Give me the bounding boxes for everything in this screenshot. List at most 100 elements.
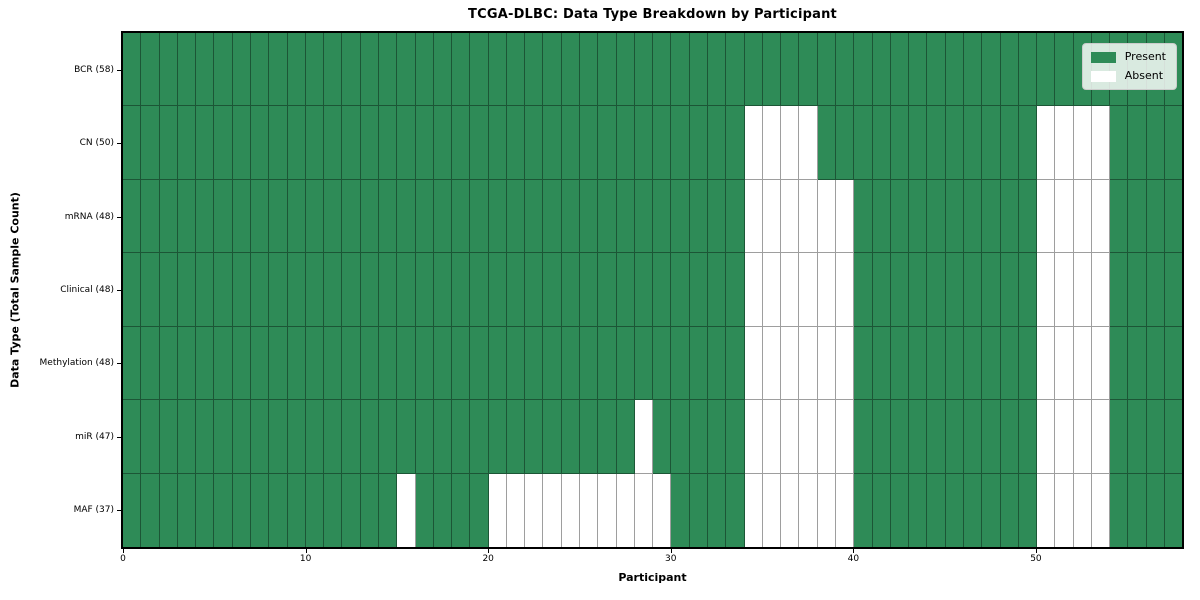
heatmap-cell-miR-49 bbox=[1018, 400, 1038, 474]
heatmap-cell-MAF-24 bbox=[561, 473, 581, 547]
heatmap-cell-miR-34 bbox=[744, 400, 763, 474]
heatmap-cell-MAF-40 bbox=[854, 473, 873, 547]
heatmap-cell-CN-30 bbox=[671, 106, 690, 180]
heatmap-cell-MAF-47 bbox=[982, 473, 1001, 547]
heatmap-cell-mRNA-35 bbox=[762, 179, 782, 254]
heatmap-cell-CN-44 bbox=[927, 106, 946, 180]
heatmap-cell-Clinical-13 bbox=[360, 253, 379, 327]
heatmap-row-BCR bbox=[123, 33, 1183, 107]
heatmap-cell-BCR-1 bbox=[141, 33, 160, 107]
heatmap-cell-mRNA-56 bbox=[1146, 179, 1166, 254]
heatmap-cell-MAF-21 bbox=[506, 473, 526, 547]
heatmap-cell-Clinical-56 bbox=[1146, 253, 1166, 327]
x-tick-label-0: 0 bbox=[120, 554, 126, 564]
heatmap-cell-Methylation-37 bbox=[799, 326, 818, 401]
heatmap-cell-CN-21 bbox=[506, 106, 526, 180]
heatmap-cell-mRNA-8 bbox=[269, 179, 288, 254]
heatmap-cell-Methylation-30 bbox=[671, 326, 690, 401]
x-tick-label-20: 20 bbox=[482, 554, 494, 564]
heatmap-cell-Clinical-36 bbox=[781, 253, 800, 327]
heatmap-cell-Clinical-15 bbox=[397, 253, 416, 327]
heatmap-cell-mRNA-19 bbox=[470, 179, 489, 254]
heatmap-cell-CN-10 bbox=[305, 106, 325, 180]
heatmap-cell-BCR-30 bbox=[671, 33, 690, 107]
heatmap-cell-mRNA-10 bbox=[305, 179, 325, 254]
heatmap-cell-BCR-0 bbox=[123, 33, 142, 107]
heatmap-cell-BCR-29 bbox=[653, 33, 672, 107]
heatmap-cell-Methylation-9 bbox=[287, 326, 306, 401]
heatmap-cell-CN-31 bbox=[689, 106, 708, 180]
heatmap-cell-Methylation-14 bbox=[378, 326, 398, 401]
heatmap-cell-Methylation-35 bbox=[762, 326, 782, 401]
heatmap-cell-MAF-5 bbox=[214, 473, 233, 547]
heatmap-cell-mRNA-32 bbox=[708, 179, 727, 254]
heatmap-cell-Methylation-18 bbox=[452, 326, 471, 401]
heatmap-cell-MAF-10 bbox=[305, 473, 325, 547]
heatmap-cell-BCR-43 bbox=[909, 33, 928, 107]
heatmap-cell-miR-41 bbox=[872, 400, 891, 474]
heatmap-cell-mRNA-13 bbox=[360, 179, 379, 254]
heatmap-cell-BCR-19 bbox=[470, 33, 489, 107]
heatmap-cell-Clinical-42 bbox=[890, 253, 910, 327]
heatmap-cell-CN-15 bbox=[397, 106, 416, 180]
heatmap-cell-BCR-51 bbox=[1055, 33, 1074, 107]
heatmap-cell-mRNA-16 bbox=[415, 179, 434, 254]
heatmap-cell-BCR-48 bbox=[1000, 33, 1019, 107]
heatmap-cell-BCR-18 bbox=[452, 33, 471, 107]
heatmap-cell-MAF-33 bbox=[726, 473, 745, 547]
heatmap-cell-BCR-33 bbox=[726, 33, 745, 107]
y-tick-label-Methylation: Methylation (48) bbox=[39, 358, 114, 369]
heatmap-cell-Clinical-33 bbox=[726, 253, 745, 327]
legend-item-absent: Absent bbox=[1090, 69, 1166, 82]
heatmap-cell-BCR-38 bbox=[817, 33, 836, 107]
heatmap-cell-Methylation-43 bbox=[909, 326, 928, 401]
x-tick-mark-30 bbox=[670, 549, 672, 553]
heatmap-cell-Clinical-22 bbox=[525, 253, 544, 327]
heatmap-cell-CN-55 bbox=[1128, 106, 1147, 180]
heatmap-cell-BCR-40 bbox=[854, 33, 873, 107]
heatmap-row-mRNA bbox=[123, 179, 1183, 254]
heatmap-cell-MAF-25 bbox=[580, 473, 599, 547]
heatmap-cell-MAF-20 bbox=[488, 473, 507, 547]
heatmap-cell-CN-3 bbox=[177, 106, 197, 180]
heatmap-cell-BCR-50 bbox=[1037, 33, 1056, 107]
heatmap-cell-miR-52 bbox=[1073, 400, 1092, 474]
heatmap-cell-miR-40 bbox=[854, 400, 873, 474]
heatmap-cell-BCR-2 bbox=[159, 33, 178, 107]
heatmap-cell-Methylation-20 bbox=[488, 326, 507, 401]
heatmap-cell-miR-3 bbox=[177, 400, 197, 474]
heatmap-cell-BCR-3 bbox=[177, 33, 197, 107]
legend-label-absent: Absent bbox=[1124, 69, 1164, 82]
heatmap-cell-mRNA-53 bbox=[1091, 179, 1111, 254]
heatmap-cell-mRNA-26 bbox=[598, 179, 617, 254]
heatmap-cell-BCR-23 bbox=[543, 33, 562, 107]
heatmap-cell-miR-9 bbox=[287, 400, 306, 474]
heatmap-cell-MAF-17 bbox=[433, 473, 453, 547]
heatmap-cell-miR-7 bbox=[250, 400, 270, 474]
heatmap-cell-miR-28 bbox=[634, 400, 654, 474]
heatmap-cell-CN-9 bbox=[287, 106, 306, 180]
legend: Present Absent bbox=[1081, 43, 1177, 90]
heatmap-cell-CN-42 bbox=[890, 106, 910, 180]
y-tick-label-mRNA: mRNA (48) bbox=[64, 211, 114, 222]
heatmap-row-miR bbox=[123, 400, 1183, 474]
x-tick-mark-40 bbox=[853, 549, 855, 553]
heatmap-cell-Clinical-29 bbox=[653, 253, 672, 327]
heatmap-cell-Clinical-35 bbox=[762, 253, 782, 327]
heatmap-cell-MAF-18 bbox=[452, 473, 471, 547]
heatmap-cell-Methylation-23 bbox=[543, 326, 562, 401]
heatmap-cell-BCR-47 bbox=[982, 33, 1001, 107]
heatmap-cell-CN-48 bbox=[1000, 106, 1019, 180]
heatmap-row-CN bbox=[123, 106, 1183, 180]
heatmap-cell-BCR-36 bbox=[781, 33, 800, 107]
heatmap-cell-CN-26 bbox=[598, 106, 617, 180]
heatmap-cell-BCR-27 bbox=[616, 33, 635, 107]
heatmap-cell-Methylation-39 bbox=[835, 326, 855, 401]
heatmap-cell-CN-32 bbox=[708, 106, 727, 180]
heatmap-cell-MAF-19 bbox=[470, 473, 489, 547]
heatmap-cell-Methylation-34 bbox=[744, 326, 763, 401]
heatmap-cell-miR-29 bbox=[653, 400, 672, 474]
heatmap-cell-mRNA-18 bbox=[452, 179, 471, 254]
heatmap-cell-miR-48 bbox=[1000, 400, 1019, 474]
heatmap-cell-Clinical-45 bbox=[945, 253, 964, 327]
